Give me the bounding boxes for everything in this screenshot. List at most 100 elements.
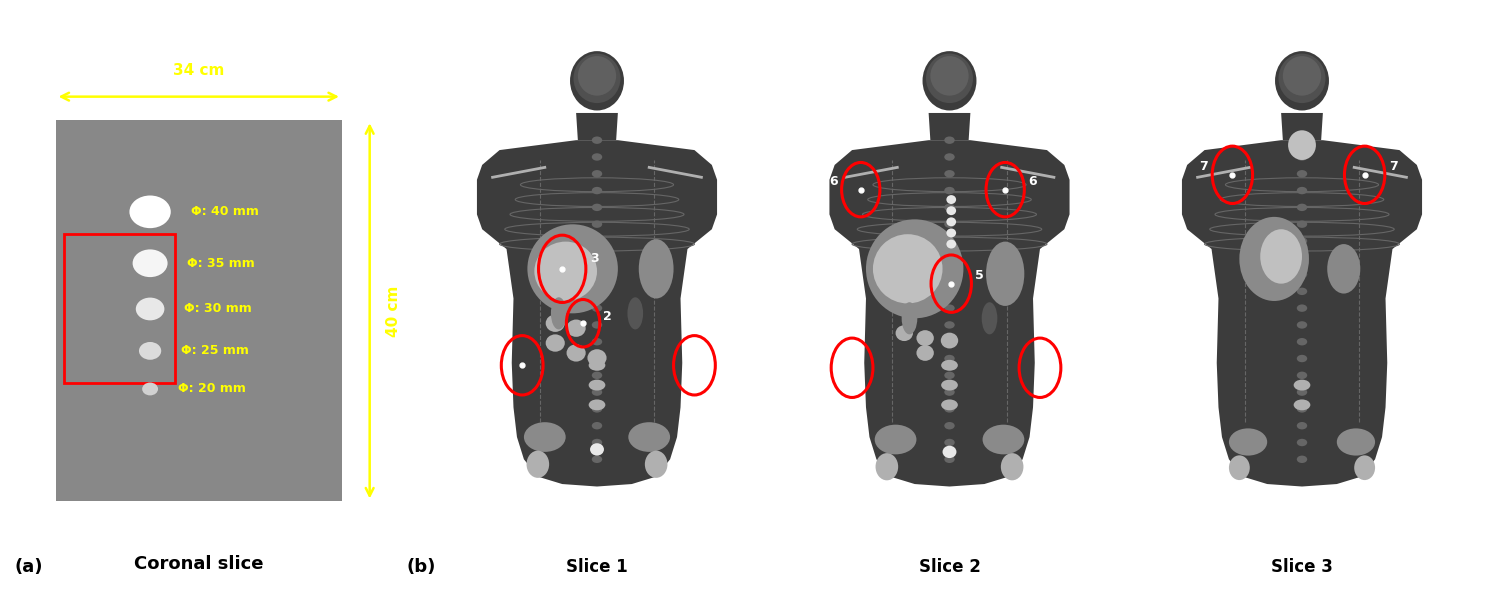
Ellipse shape	[588, 360, 606, 370]
Text: Φ: 25 mm: Φ: 25 mm	[182, 345, 249, 358]
Ellipse shape	[570, 51, 624, 111]
Ellipse shape	[916, 345, 934, 361]
Ellipse shape	[628, 422, 670, 452]
Ellipse shape	[592, 170, 602, 177]
Text: (a): (a)	[15, 558, 44, 575]
Ellipse shape	[592, 405, 602, 413]
Ellipse shape	[132, 249, 168, 277]
Ellipse shape	[945, 355, 954, 362]
Ellipse shape	[567, 319, 585, 337]
Ellipse shape	[588, 349, 606, 366]
Ellipse shape	[546, 315, 566, 332]
Ellipse shape	[1228, 455, 1250, 480]
Ellipse shape	[592, 388, 602, 396]
Ellipse shape	[946, 206, 956, 215]
Text: 4: 4	[1065, 352, 1074, 365]
Ellipse shape	[546, 335, 566, 352]
Text: 7: 7	[1389, 160, 1398, 173]
Text: Φ: 30 mm: Φ: 30 mm	[184, 303, 252, 316]
Ellipse shape	[865, 219, 963, 318]
Ellipse shape	[945, 388, 954, 396]
Ellipse shape	[945, 187, 954, 194]
Ellipse shape	[942, 446, 957, 458]
Ellipse shape	[1282, 56, 1322, 95]
Ellipse shape	[940, 399, 958, 411]
Ellipse shape	[550, 297, 567, 329]
Ellipse shape	[1298, 405, 1306, 413]
Text: 2: 2	[603, 310, 612, 323]
Ellipse shape	[922, 51, 976, 111]
Text: Φ: 40 mm: Φ: 40 mm	[190, 206, 258, 219]
Ellipse shape	[524, 422, 566, 452]
Ellipse shape	[876, 453, 898, 481]
Text: Φ: 20 mm: Φ: 20 mm	[178, 382, 246, 395]
Ellipse shape	[986, 241, 1024, 306]
Ellipse shape	[592, 456, 602, 463]
Ellipse shape	[1298, 456, 1306, 463]
Ellipse shape	[940, 380, 958, 391]
Ellipse shape	[1298, 422, 1306, 429]
Ellipse shape	[592, 254, 602, 262]
Ellipse shape	[592, 237, 602, 244]
Ellipse shape	[1298, 153, 1306, 161]
Text: (b): (b)	[406, 558, 436, 575]
Ellipse shape	[1228, 428, 1268, 456]
Ellipse shape	[1298, 271, 1306, 278]
Text: 1: 1	[720, 350, 728, 363]
Ellipse shape	[1298, 204, 1306, 211]
Ellipse shape	[592, 204, 602, 211]
Ellipse shape	[528, 224, 618, 313]
Ellipse shape	[1354, 455, 1376, 480]
Ellipse shape	[567, 344, 585, 362]
Text: 1: 1	[489, 350, 496, 363]
Ellipse shape	[981, 302, 998, 335]
Ellipse shape	[1298, 137, 1306, 144]
Text: 6: 6	[830, 175, 839, 188]
Bar	[56, 120, 342, 501]
Ellipse shape	[592, 321, 602, 329]
Ellipse shape	[1260, 229, 1302, 284]
Ellipse shape	[945, 204, 954, 211]
Ellipse shape	[1298, 388, 1306, 396]
Ellipse shape	[945, 321, 954, 329]
Ellipse shape	[945, 137, 954, 144]
Text: Slice 3: Slice 3	[1270, 558, 1334, 575]
Ellipse shape	[534, 241, 597, 301]
Ellipse shape	[592, 220, 602, 228]
Ellipse shape	[573, 54, 621, 103]
Ellipse shape	[136, 297, 165, 320]
Ellipse shape	[945, 153, 954, 161]
Ellipse shape	[945, 372, 954, 379]
Text: 6: 6	[1028, 175, 1036, 188]
Ellipse shape	[639, 239, 674, 299]
Ellipse shape	[1298, 187, 1306, 194]
Ellipse shape	[902, 302, 918, 335]
Ellipse shape	[592, 287, 602, 295]
Ellipse shape	[1298, 220, 1306, 228]
Text: Slice 1: Slice 1	[566, 558, 628, 575]
Ellipse shape	[1298, 254, 1306, 262]
Text: 7: 7	[1200, 160, 1208, 173]
Polygon shape	[1281, 113, 1323, 140]
Text: Slice 2: Slice 2	[918, 558, 981, 575]
Ellipse shape	[1278, 54, 1326, 103]
Ellipse shape	[592, 355, 602, 362]
Text: 34 cm: 34 cm	[172, 63, 225, 78]
Polygon shape	[576, 113, 618, 140]
Ellipse shape	[592, 439, 602, 446]
Ellipse shape	[945, 237, 954, 244]
Ellipse shape	[874, 425, 916, 454]
Ellipse shape	[592, 137, 602, 144]
Ellipse shape	[592, 338, 602, 345]
Ellipse shape	[946, 229, 956, 237]
Ellipse shape	[592, 372, 602, 379]
Ellipse shape	[946, 217, 956, 226]
Ellipse shape	[945, 170, 954, 177]
Text: 3: 3	[591, 252, 598, 265]
Ellipse shape	[1298, 372, 1306, 379]
Ellipse shape	[982, 425, 1024, 454]
Ellipse shape	[940, 360, 958, 370]
Ellipse shape	[946, 240, 956, 249]
Ellipse shape	[873, 234, 942, 303]
Ellipse shape	[592, 187, 602, 194]
